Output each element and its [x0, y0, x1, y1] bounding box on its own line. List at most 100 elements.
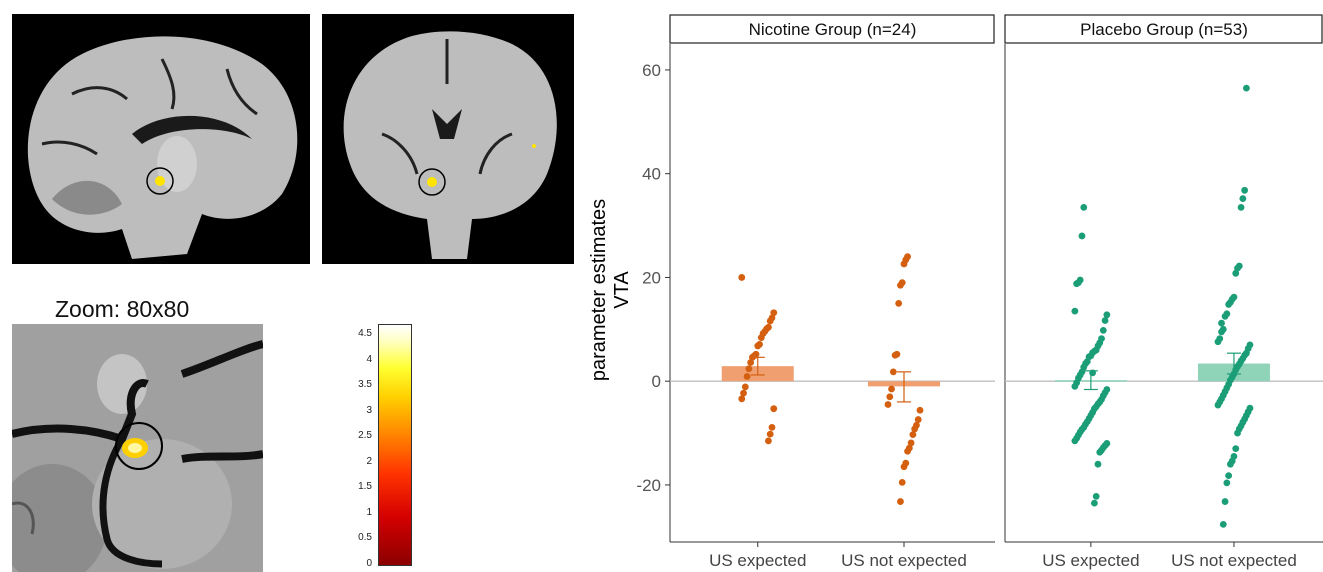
data-point	[914, 416, 922, 423]
data-point	[1071, 382, 1079, 390]
colorbar-tick-label: 1.5	[358, 481, 372, 493]
colorbar-tick-label: 2.5	[358, 430, 372, 442]
facet-title: Nicotine Group (n=24)	[749, 20, 917, 39]
sagittal-brain-image	[12, 14, 310, 264]
data-point	[757, 334, 765, 342]
data-point	[889, 368, 897, 376]
facet-title: Placebo Group (n=53)	[1080, 20, 1248, 39]
coronal-brain-image	[322, 14, 574, 264]
data-point	[1094, 460, 1102, 468]
data-point	[1214, 338, 1222, 346]
data-point	[749, 353, 756, 361]
data-point	[1073, 280, 1081, 288]
data-point	[898, 478, 906, 486]
data-point	[904, 447, 911, 455]
data-point	[907, 439, 915, 447]
data-point	[895, 299, 903, 307]
y-tick-label: 0	[652, 372, 661, 391]
data-point	[909, 431, 917, 439]
data-point	[738, 274, 746, 281]
data-point	[1218, 328, 1225, 336]
data-point	[1099, 326, 1107, 334]
data-point	[891, 351, 899, 359]
data-point	[1089, 369, 1097, 377]
data-point	[1223, 479, 1231, 487]
data-point	[1227, 460, 1234, 468]
data-point	[741, 383, 749, 391]
colorbar: 4.5 4 3.5 3 2.5 2 1.5 1 0.5 0	[316, 324, 416, 570]
data-point	[1232, 269, 1240, 277]
x-tick-label: US expected	[709, 551, 806, 570]
data-point	[911, 425, 919, 433]
colorbar-tick-label: 0.5	[358, 532, 372, 544]
data-point	[754, 342, 762, 350]
x-tick-label: US not expected	[841, 551, 967, 570]
data-point	[1221, 498, 1229, 505]
colorbar-tick-label: 3	[366, 404, 372, 416]
data-point	[747, 359, 755, 366]
data-point	[1080, 204, 1088, 211]
data-point	[888, 385, 895, 393]
y-tick-label: -20	[636, 476, 661, 495]
data-point	[1214, 401, 1222, 409]
data-point	[766, 317, 774, 325]
y-tick-label: 20	[642, 268, 661, 287]
data-point	[745, 365, 753, 373]
x-tick-label: US not expected	[1171, 551, 1297, 570]
facets: Nicotine Group (n=24) US expected US not e…	[669, 14, 1323, 570]
data-point	[1241, 186, 1249, 194]
x-tick-label: US expected	[1042, 551, 1139, 570]
y-axis-label: parameter estimates VTA	[588, 199, 633, 381]
data-point	[884, 401, 892, 408]
data-point	[1232, 445, 1240, 453]
data-point	[743, 373, 751, 380]
data-point	[1218, 319, 1225, 327]
data-point	[1225, 301, 1233, 308]
colorbar-tick-label: 4.5	[358, 328, 372, 340]
colorbar-tick-label: 1	[366, 506, 372, 518]
data-point	[1243, 84, 1250, 92]
data-point	[897, 281, 904, 289]
data-point	[1078, 232, 1086, 240]
data-point	[1237, 204, 1245, 211]
data-point	[897, 498, 904, 505]
y-axis-ticks: -20 0 20 40 60	[636, 61, 670, 495]
y-tick-label: 60	[642, 61, 661, 80]
vta-chart: parameter estimates VTA -20 0 20 40 60 Nicot…	[588, 14, 1323, 570]
facet-strip	[1004, 14, 1323, 44]
data-point	[1219, 520, 1227, 528]
data-point	[1101, 317, 1109, 324]
y-tick-label: 40	[642, 165, 661, 184]
data-point	[1071, 437, 1079, 445]
data-point	[916, 406, 924, 414]
data-point	[1071, 307, 1079, 315]
data-point	[900, 463, 908, 471]
facet-panel: Nicotine Group (n=24) US expected US not e…	[669, 14, 995, 570]
data-point	[740, 389, 747, 397]
facet-panel: Placebo Group (n=53) US expected US not ex…	[1004, 14, 1323, 570]
data-point	[1234, 429, 1241, 437]
facet-strip	[669, 14, 995, 44]
data-point	[770, 309, 778, 317]
data-point	[765, 437, 772, 445]
colorbar-tick-label: 0	[366, 558, 372, 569]
y-axis-label-line-1: parameter estimates	[588, 199, 610, 381]
colorbar-tick-label: 4	[366, 353, 372, 365]
data-point	[738, 395, 746, 403]
data-point	[770, 405, 778, 413]
data-point	[766, 430, 774, 438]
data-point	[900, 260, 908, 268]
colorbar-tick-label: 2	[366, 455, 372, 467]
data-point	[1103, 311, 1111, 319]
data-point	[1221, 312, 1229, 320]
zoom-brain-image	[12, 324, 263, 572]
data-point	[1239, 195, 1247, 202]
y-axis-label-line-2: VTA	[611, 271, 633, 309]
data-point	[1091, 499, 1098, 507]
data-point	[1092, 492, 1100, 500]
colorbar-tick-label: 3.5	[358, 379, 372, 391]
data-point	[1096, 448, 1104, 456]
zoom-title: Zoom: 80x80	[55, 296, 190, 322]
data-point	[1225, 472, 1233, 479]
colorbar-gradient	[378, 324, 412, 566]
